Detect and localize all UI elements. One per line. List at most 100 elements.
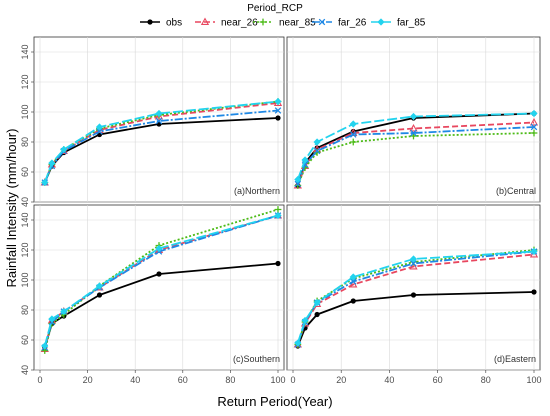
legend: Period_RCP obs near_26 near_85 far_26 far_85 [140, 3, 426, 29]
data-point [275, 115, 281, 121]
legend-item-far-26: far_26 [312, 18, 367, 29]
y-tick-label: 80 [20, 305, 30, 315]
data-point [274, 97, 282, 106]
legend-label: far_85 [397, 18, 426, 29]
legend-swatch-marker [259, 18, 267, 26]
series-line-near-85 [296, 132, 535, 186]
panel-a-northern: 40 60 80 100 120 140 (a)Northern [20, 36, 285, 207]
panel-d-eastern: 0 20 40 60 80 100 (d)Eastern [286, 204, 542, 385]
data-point [60, 145, 68, 154]
data-point [349, 138, 357, 146]
series-line-far-85 [43, 214, 279, 347]
legend-item-near-26: near_26 [195, 17, 258, 29]
series-line-far-85 [296, 112, 535, 180]
y-tick-label: 140 [20, 212, 30, 227]
data-point [275, 260, 281, 267]
data-point [60, 307, 68, 316]
data-point [349, 131, 357, 138]
legend-swatch-marker [377, 18, 385, 26]
data-point [409, 255, 418, 263]
x-tick-label: 20 [336, 375, 346, 385]
series-line-obs [296, 291, 535, 347]
legend-label: far_26 [338, 18, 367, 29]
legend-label: obs [166, 18, 182, 29]
panel-c-southern: 40 60 80 100 120 140 0 20 40 60 80 100 (c)Southern [20, 204, 286, 385]
y-tick-label: 120 [20, 242, 30, 257]
x-tick-label: 60 [178, 375, 188, 385]
data-point [96, 128, 103, 135]
data-point [95, 123, 104, 131]
x-tick-label: 40 [130, 375, 140, 385]
series-line-far-26 [43, 214, 279, 348]
data-point [409, 123, 418, 132]
series-obs [295, 289, 537, 349]
y-tick-label: 60 [20, 167, 30, 177]
y-tick-label: 100 [20, 272, 30, 287]
data-point [349, 273, 357, 281]
data-point [530, 129, 538, 137]
data-point [531, 289, 537, 295]
data-point [530, 247, 538, 256]
x-tick-label: 20 [83, 375, 93, 385]
series-far-85 [41, 97, 282, 187]
legend-item-near-85: near_85 [253, 18, 316, 29]
data-point [274, 211, 282, 220]
panel-label: (a)Northern [234, 186, 280, 196]
y-tick-label: 60 [20, 335, 30, 345]
data-point [313, 138, 321, 146]
x-tick-label: 60 [433, 375, 443, 385]
x-tick-label: 100 [526, 375, 541, 385]
panel-label: (b)Central [496, 186, 536, 196]
data-point [41, 178, 49, 187]
data-point [530, 109, 538, 118]
panel-label: (d)Eastern [494, 354, 536, 364]
x-tick-label: 80 [225, 375, 235, 385]
y-tick-label: 140 [20, 44, 30, 59]
data-point [96, 292, 103, 298]
data-point [294, 339, 302, 347]
panel-label: (c)Southern [233, 354, 280, 364]
y-tick-label: 40 [20, 365, 30, 375]
data-point [313, 298, 321, 307]
data-point [155, 109, 163, 118]
data-point [409, 112, 418, 121]
x-tick-label: 0 [37, 375, 42, 385]
data-point [154, 111, 164, 120]
series-far-85 [41, 211, 282, 350]
panels-grid: 40 60 80 100 120 140 (a)Northern (b)Central 40 60… [20, 36, 542, 385]
y-tick-label: 80 [20, 137, 30, 147]
y-tick-label: 40 [20, 197, 30, 207]
legend-label: near_26 [221, 18, 258, 29]
data-point [529, 117, 539, 126]
data-point [95, 282, 104, 290]
data-point [294, 180, 302, 188]
data-point [48, 315, 56, 323]
series-far-85 [294, 247, 538, 347]
legend-item-far-85: far_85 [371, 18, 426, 29]
legend-swatch-marker [147, 19, 153, 25]
data-point [410, 129, 417, 137]
legend-label: near_85 [279, 18, 316, 29]
data-point [155, 117, 163, 125]
legend-item-obs: obs [140, 18, 182, 29]
data-point [313, 147, 321, 155]
x-tick-label: 40 [384, 375, 394, 385]
data-point [48, 159, 56, 167]
data-point [410, 260, 417, 267]
x-tick-label: 0 [290, 375, 295, 385]
data-point [349, 278, 357, 285]
x-axis-title: Return Period(Year) [217, 394, 332, 409]
x-tick-label: 80 [481, 375, 491, 385]
panel-frame [33, 204, 285, 371]
y-axis-title: Rainfall Intensity (mm/hour) [4, 129, 19, 288]
series-far-26 [294, 123, 538, 188]
data-point [156, 271, 162, 277]
data-point [41, 342, 49, 350]
panel-frame [286, 204, 541, 371]
x-tick-label: 100 [270, 375, 285, 385]
data-point [155, 244, 163, 253]
legend-swatch-marker [318, 18, 326, 26]
data-point [274, 206, 282, 213]
data-point [294, 175, 302, 184]
